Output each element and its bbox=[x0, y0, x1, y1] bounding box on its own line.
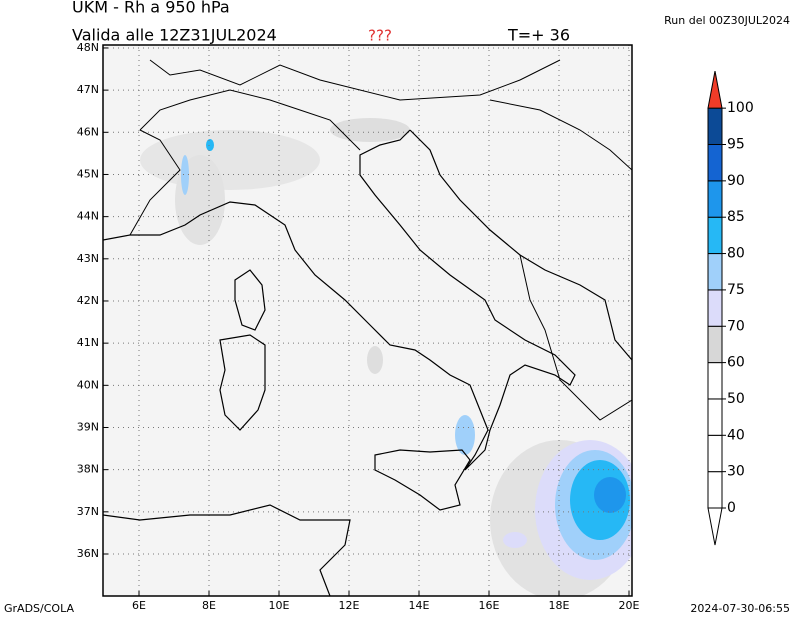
colorbar-label: 70 bbox=[727, 318, 745, 334]
colorbar-box bbox=[707, 180, 723, 218]
title: UKM - Rh a 950 hPa bbox=[72, 0, 230, 17]
lat-label: 38N bbox=[77, 463, 99, 476]
colorbar-box bbox=[707, 216, 723, 255]
lat-label: 45N bbox=[77, 167, 99, 180]
lat-label: 47N bbox=[77, 83, 99, 96]
run-label: Run del 00Z30JUL2024 bbox=[664, 14, 790, 27]
lon-label: 18E bbox=[549, 599, 570, 612]
lon-label: 12E bbox=[339, 599, 360, 612]
colorbar-label: 100 bbox=[727, 100, 754, 116]
colorbar-label: 40 bbox=[727, 427, 745, 443]
colorbar-box bbox=[707, 253, 723, 291]
lat-label: 36N bbox=[77, 547, 99, 560]
lon-label: 8E bbox=[202, 599, 216, 612]
colorbar-label: 75 bbox=[727, 282, 745, 298]
footer-right: 2024-07-30-06:55 bbox=[690, 602, 790, 615]
lat-label: 39N bbox=[77, 420, 99, 433]
colorbar-label: 50 bbox=[727, 391, 745, 407]
colorbar-label: 60 bbox=[727, 355, 745, 371]
lon-label: 10E bbox=[269, 599, 290, 612]
lat-label: 43N bbox=[77, 252, 99, 265]
colorbar-label: 80 bbox=[727, 246, 745, 262]
valid-label: Valida alle 12Z31JUL2024 bbox=[72, 26, 277, 45]
colorbar-box bbox=[707, 362, 723, 400]
colorbar-label: 95 bbox=[727, 137, 745, 153]
lon-label: 6E bbox=[132, 599, 146, 612]
coastlines bbox=[103, 59, 632, 596]
map-frame bbox=[102, 44, 633, 597]
colorbar-label: 30 bbox=[727, 464, 745, 480]
lat-label: 42N bbox=[77, 294, 99, 307]
colorbar-box bbox=[707, 434, 723, 473]
lat-label: 48N bbox=[77, 41, 99, 54]
lat-label: 37N bbox=[77, 505, 99, 518]
colorbar-box bbox=[707, 289, 723, 327]
lat-label: 46N bbox=[77, 125, 99, 138]
colorbar-box bbox=[707, 325, 723, 364]
colorbar-box bbox=[707, 107, 723, 145]
lon-label: 14E bbox=[409, 599, 430, 612]
colorbar-low-triangle bbox=[707, 507, 723, 546]
footer-left: GrADS/COLA bbox=[4, 602, 74, 615]
colorbar-label: 85 bbox=[727, 209, 745, 225]
flag-label: ??? bbox=[368, 27, 392, 45]
colorbar-label: 90 bbox=[727, 173, 745, 189]
lat-label: 41N bbox=[77, 336, 99, 349]
step-label: T=+ 36 bbox=[507, 26, 570, 45]
colorbar-box bbox=[707, 398, 723, 436]
lat-label: 44N bbox=[77, 210, 99, 223]
lon-label: 16E bbox=[479, 599, 500, 612]
colorbar-box bbox=[707, 144, 723, 182]
colorbar-label: 0 bbox=[727, 500, 736, 516]
lat-label: 40N bbox=[77, 378, 99, 391]
colorbar-box bbox=[707, 471, 723, 509]
lon-label: 20E bbox=[619, 599, 640, 612]
colorbar-high-triangle bbox=[707, 71, 723, 109]
